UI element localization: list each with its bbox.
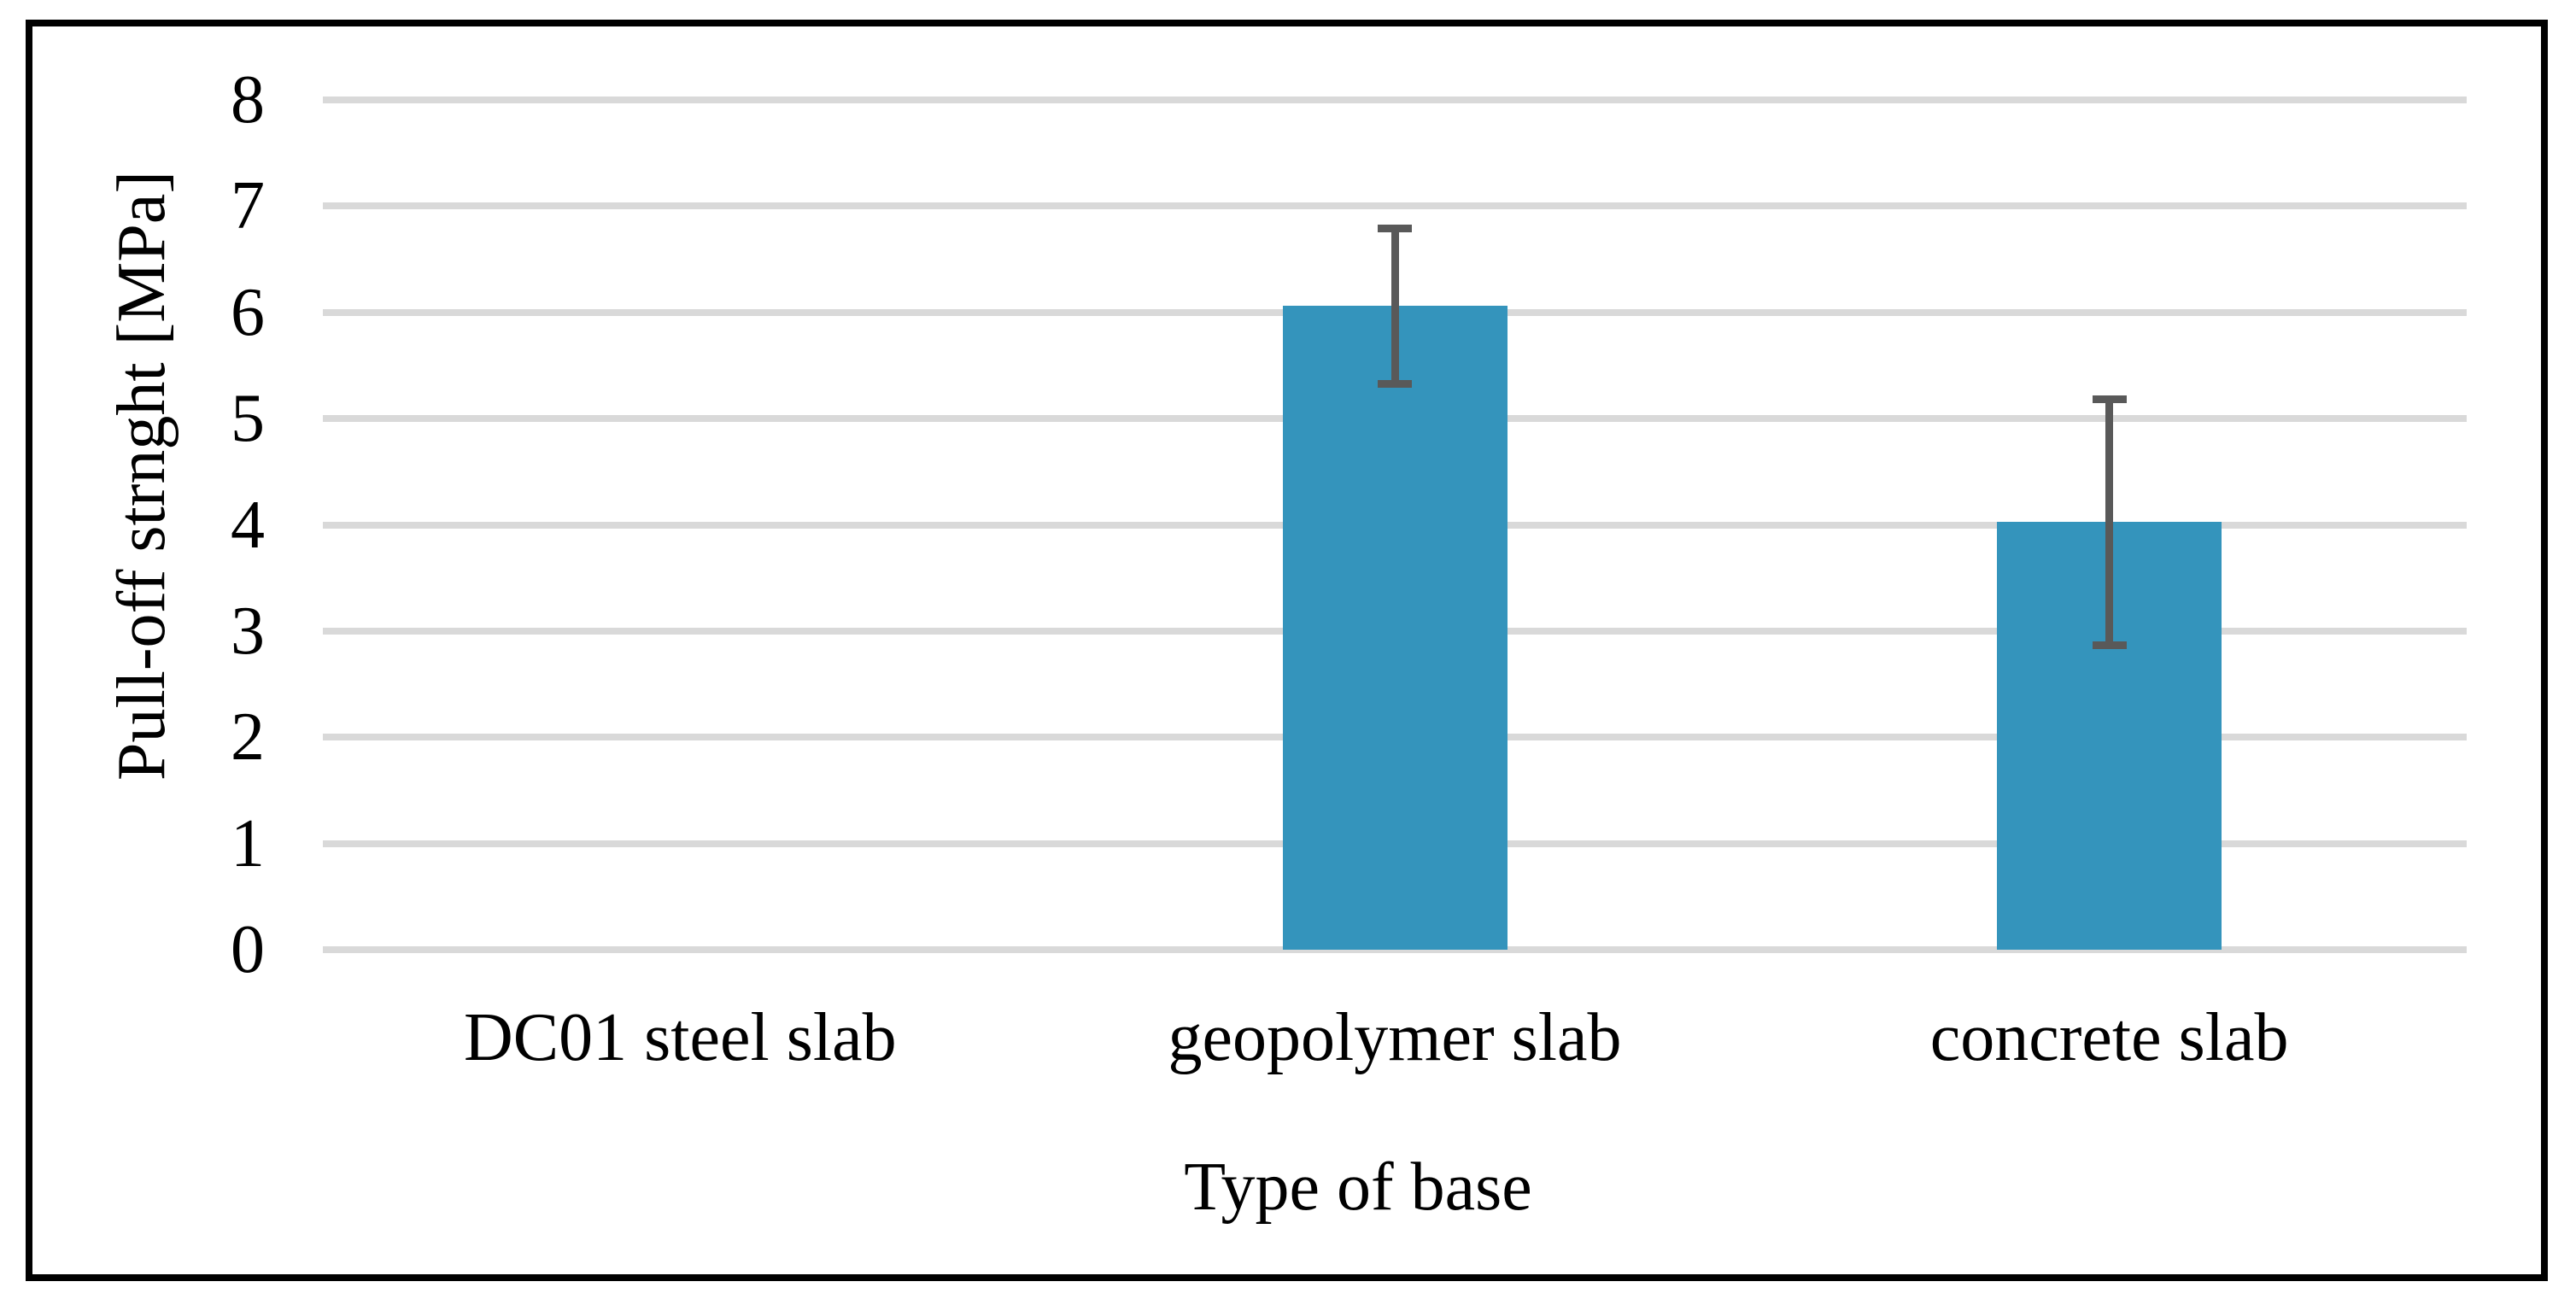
gridline-y0 <box>323 946 2467 953</box>
category-label-concrete-slab: concrete slab <box>1929 1000 2289 1075</box>
error-bar-bottom-cap-concrete-slab <box>2092 641 2127 650</box>
error-bar-line-geopolymer-slab <box>1390 224 1399 389</box>
category-label-geopolymer-slab: geopolymer slab <box>1168 1000 1622 1075</box>
y-tick-label-1: 1 <box>231 805 265 881</box>
y-tick-label-5: 5 <box>231 381 265 457</box>
y-tick-label-6: 6 <box>231 274 265 350</box>
error-bar-top-cap-geopolymer-slab <box>1378 224 1412 232</box>
y-tick-label-8: 8 <box>231 62 265 138</box>
error-bar-line-concrete-slab <box>2105 395 2114 649</box>
x-axis-title: Type of base <box>1184 1150 1532 1225</box>
plot-area <box>323 97 2467 953</box>
error-bar-bottom-cap-geopolymer-slab <box>1378 380 1412 389</box>
gridline-y8 <box>323 97 2467 103</box>
error-bar-top-cap-concrete-slab <box>2092 395 2127 403</box>
y-tick-label-0: 0 <box>231 912 265 987</box>
y-tick-label-3: 3 <box>231 593 265 669</box>
gridline-y7 <box>323 202 2467 210</box>
y-tick-label-7: 7 <box>231 168 265 244</box>
category-label-DC01-steel-slab: DC01 steel slab <box>464 1000 897 1075</box>
y-tick-label-2: 2 <box>231 699 265 775</box>
bar-geopolymer-slab <box>1282 306 1508 950</box>
y-tick-label-4: 4 <box>231 487 265 563</box>
